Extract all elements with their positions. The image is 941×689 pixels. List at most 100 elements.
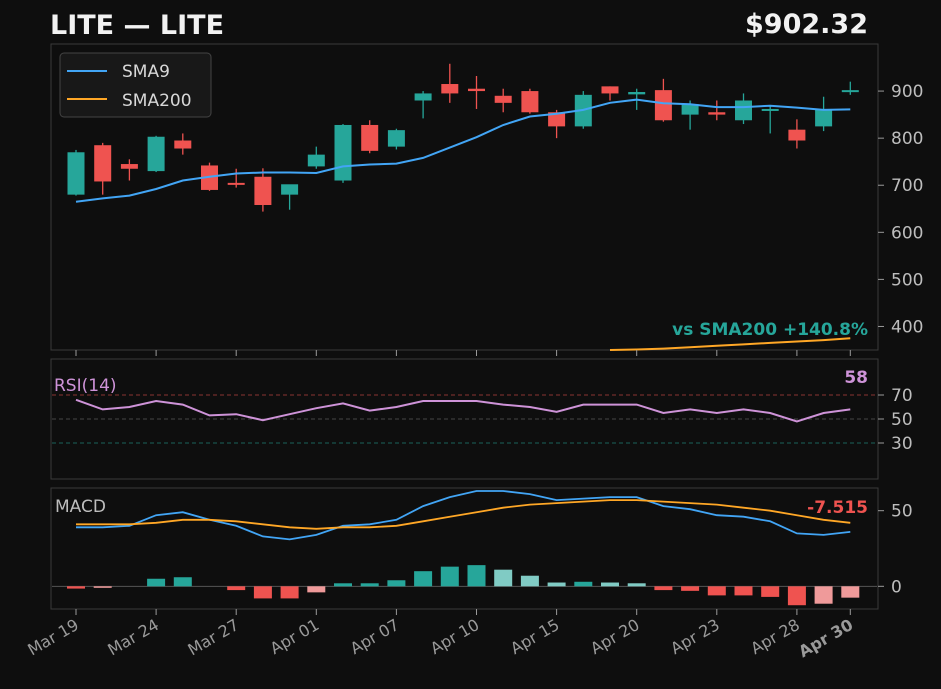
candle-body xyxy=(120,164,138,169)
rsi-tick-label: 50 xyxy=(891,410,913,430)
macd-histogram-bar xyxy=(601,582,619,587)
price-tick-label: 600 xyxy=(891,223,923,243)
macd-histogram-bar xyxy=(627,583,646,587)
candle-body xyxy=(414,93,432,101)
candle-body xyxy=(468,88,485,92)
macd-histogram-bar xyxy=(841,586,860,598)
rsi-panel: 30 50 70 RSI(14) 58 xyxy=(50,358,913,480)
rsi-tick-label: 30 xyxy=(891,434,913,454)
macd-histogram-bar xyxy=(761,586,780,597)
candle xyxy=(654,78,672,122)
series-line-signal xyxy=(76,499,851,530)
rsi-last-value: 58 xyxy=(844,368,868,388)
macd-histogram-bar xyxy=(814,586,833,604)
candle xyxy=(815,96,833,132)
candle-body xyxy=(708,112,726,115)
candle xyxy=(468,76,485,109)
macd-histogram-bar xyxy=(440,566,459,587)
sma200-annotation: vs SMA200 +140.8% xyxy=(672,320,868,340)
candle-body xyxy=(628,92,646,95)
candle-body xyxy=(654,90,672,121)
candle xyxy=(120,159,138,181)
macd-histogram-bar xyxy=(734,586,753,596)
candle xyxy=(387,128,405,150)
candle xyxy=(281,184,299,210)
candle-body xyxy=(281,184,299,195)
series-line-sma9 xyxy=(75,98,851,203)
candle xyxy=(708,100,726,121)
macd-histogram-bar xyxy=(93,586,112,588)
price-panel: 400 500 600 700 800 900 vs SMA200 +140.8% SMA… xyxy=(50,43,923,351)
rsi-label: RSI(14) xyxy=(54,376,117,396)
macd-histogram-bar xyxy=(414,571,433,587)
legend-label-sma9: SMA9 xyxy=(122,62,170,82)
candle-body xyxy=(521,91,539,113)
candle-body xyxy=(681,104,699,115)
last-price: $902.32 xyxy=(745,9,868,40)
macd-histogram-bar xyxy=(654,586,673,591)
macd-histogram-bar xyxy=(227,586,246,591)
series-line-sma200 xyxy=(609,337,851,351)
macd-histogram-bar xyxy=(467,565,486,587)
candle xyxy=(254,168,272,212)
series-line-macd xyxy=(76,490,851,541)
macd-histogram-bar xyxy=(147,578,166,587)
candle-body xyxy=(174,140,192,149)
legend-label-sma200: SMA200 xyxy=(122,91,192,111)
price-tick-label: 800 xyxy=(891,129,923,149)
candle-body xyxy=(361,124,379,151)
macd-histogram-bar xyxy=(707,586,726,596)
candle-body xyxy=(94,145,112,182)
candle-body xyxy=(815,108,833,127)
candle xyxy=(414,91,432,119)
macd-histogram-bar xyxy=(787,586,806,606)
candle-body xyxy=(441,84,459,94)
macd-histogram-bar xyxy=(67,586,85,589)
macd-histogram-bar xyxy=(387,580,406,587)
macd-tick-label: 50 xyxy=(891,502,913,522)
macd-last-value: -7.515 xyxy=(807,498,868,518)
macd-label: MACD xyxy=(55,497,106,517)
macd-histogram-bar xyxy=(334,583,352,587)
candle xyxy=(361,120,379,154)
rsi-tick-label: 70 xyxy=(891,386,913,406)
macd-histogram-bar xyxy=(253,586,272,599)
candle xyxy=(601,86,619,101)
legend: SMA9 SMA200 xyxy=(59,52,212,118)
candle-body xyxy=(67,152,85,195)
candle-body xyxy=(841,90,859,93)
price-tick-label: 900 xyxy=(891,82,923,102)
candle-body xyxy=(334,124,352,181)
series-line-rsi xyxy=(75,398,851,423)
candle-body xyxy=(761,108,779,111)
macd-histogram-bar xyxy=(360,583,379,587)
candle xyxy=(174,133,192,155)
price-tick-label: 400 xyxy=(891,317,923,337)
candle-body xyxy=(601,86,619,94)
macd-histogram-bar xyxy=(547,582,566,587)
candle xyxy=(494,88,512,113)
candle-body xyxy=(307,154,325,167)
macd-histogram-bar xyxy=(494,569,513,587)
macd-histogram-bar xyxy=(307,586,326,593)
macd-tick-label: 0 xyxy=(891,577,902,597)
candle-body xyxy=(788,129,806,141)
candle xyxy=(761,106,779,134)
candle xyxy=(788,119,806,149)
candle xyxy=(521,88,539,114)
candle xyxy=(94,142,112,195)
macd-panel: 0 50 MACD -7.515 xyxy=(50,487,913,610)
macd-histogram-bar xyxy=(173,577,192,587)
candle-body xyxy=(227,182,245,185)
candle xyxy=(334,124,352,183)
candle xyxy=(227,168,245,188)
candle-body xyxy=(494,95,512,103)
price-tick-label: 700 xyxy=(891,176,923,196)
candle-body xyxy=(387,130,405,147)
chart-title: LITE — LITE xyxy=(50,10,224,41)
candle xyxy=(735,93,752,125)
candle xyxy=(841,81,859,95)
candle-body xyxy=(147,136,165,172)
candle xyxy=(147,135,165,173)
